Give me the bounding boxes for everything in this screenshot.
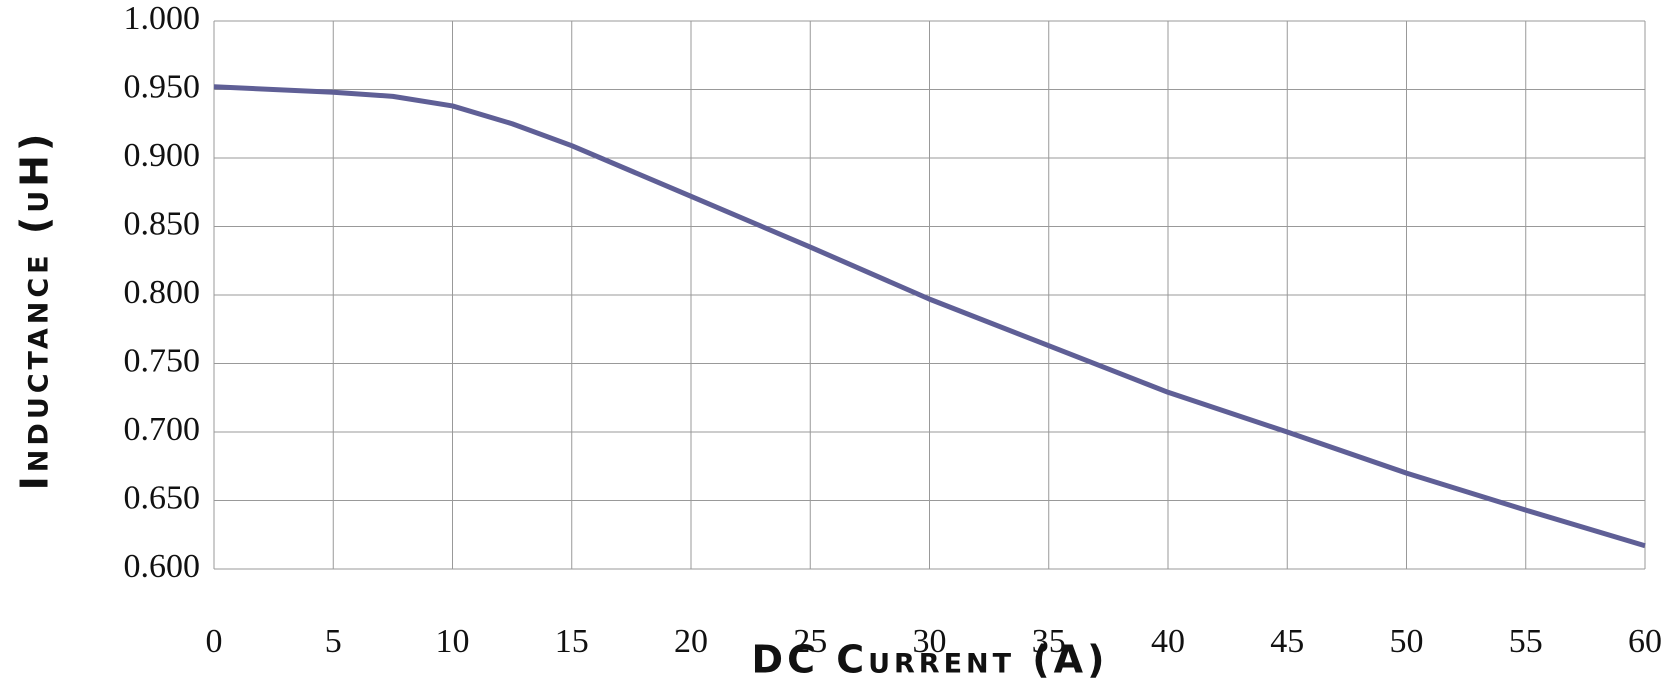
x-tick-label: 20 [674, 623, 708, 660]
y-tick-label: 0.850 [124, 205, 201, 242]
x-tick-label: 5 [325, 623, 342, 660]
x-tick-label: 40 [1151, 623, 1185, 660]
x-tick-label: 15 [555, 623, 589, 660]
x-tick-label: 35 [1032, 623, 1066, 660]
x-tick-label: 30 [913, 623, 947, 660]
y-tick-label: 0.650 [124, 479, 201, 516]
x-tick-label: 60 [1628, 623, 1662, 660]
x-tick-label: 55 [1509, 623, 1543, 660]
y-tick-label: 0.900 [124, 137, 201, 174]
x-tick-label: 45 [1270, 623, 1304, 660]
x-tick-label: 0 [206, 623, 223, 660]
y-axis-label: Inductance (uH) [13, 130, 57, 491]
y-tick-label: 0.800 [124, 274, 201, 311]
y-tick-label: 0.600 [124, 548, 201, 585]
y-tick-label: 0.950 [124, 68, 201, 105]
x-tick-label: 25 [793, 623, 827, 660]
y-tick-label: 0.700 [124, 411, 201, 448]
x-tick-label: 50 [1390, 623, 1424, 660]
y-tick-label: 0.750 [124, 342, 201, 379]
x-axis-label: DC Current (A) [752, 638, 1109, 682]
x-tick-label: 10 [436, 623, 470, 660]
y-tick-label: 1.000 [124, 0, 201, 37]
data-line [213, 84, 1646, 549]
